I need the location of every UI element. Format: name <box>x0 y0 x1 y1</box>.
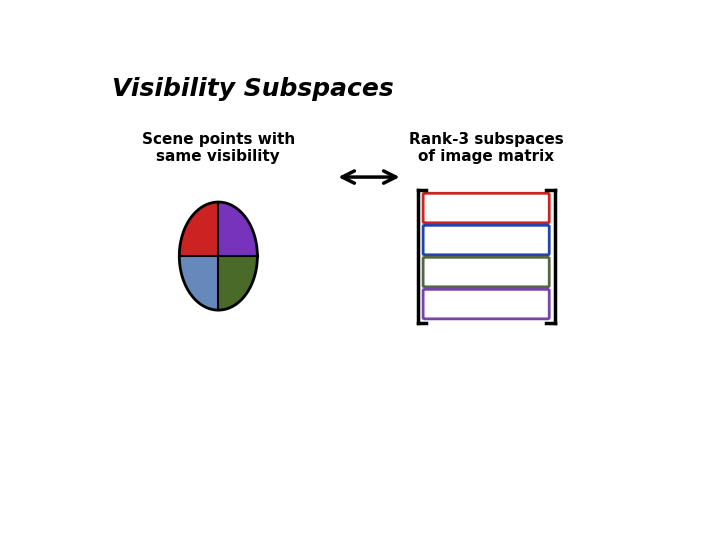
Polygon shape <box>218 202 258 256</box>
FancyBboxPatch shape <box>423 258 549 287</box>
FancyBboxPatch shape <box>423 289 549 319</box>
FancyBboxPatch shape <box>423 193 549 223</box>
Polygon shape <box>218 256 258 310</box>
Text: Visibility Subspaces: Visibility Subspaces <box>112 77 394 102</box>
Polygon shape <box>179 256 218 310</box>
Text: Scene points with
same visibility: Scene points with same visibility <box>142 132 295 164</box>
FancyBboxPatch shape <box>423 225 549 255</box>
Text: Rank-3 subspaces
of image matrix: Rank-3 subspaces of image matrix <box>409 132 564 164</box>
Polygon shape <box>179 202 218 256</box>
